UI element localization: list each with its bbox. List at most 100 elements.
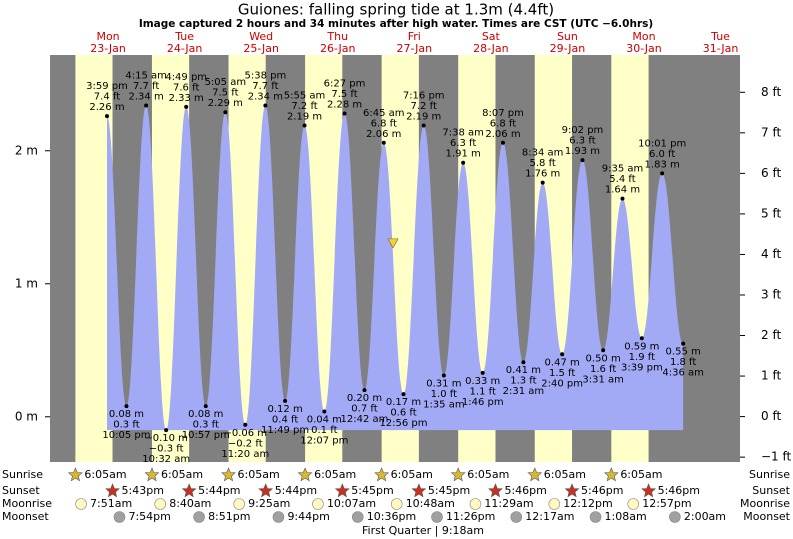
tide-label: 7.5 ft [212,88,238,99]
tide-label: 2:40 pm [541,378,583,389]
tide-label: 5:38 pm [245,71,287,82]
tide-label: 0.55 m [666,347,701,358]
tide-label: 6.3 ft [569,136,595,147]
event-time: 2:00am [684,510,726,523]
event-time: 5:45pm [428,484,470,497]
sun-icon [181,483,197,498]
event-time: 12:57pm [642,497,691,510]
tide-label: 3:59 pm [86,81,128,92]
sun-icon [105,483,120,498]
event-time: 10:36pm [367,510,416,523]
tide-label: 5:55 am [284,90,326,101]
tide-label: 4:49 pm [165,72,207,83]
day-label: Mon [632,30,655,43]
chart-subtitle: Image captured 2 hours and 34 minutes af… [139,18,653,30]
y2-tick-label: 7 ft [761,125,781,139]
tide-label: 0.3 ft [193,420,219,431]
sun-icon [297,467,313,482]
sun-icon [488,483,503,498]
event-time: 7:54pm [128,510,170,523]
sun-icon [641,483,657,498]
moon-icon [75,498,87,510]
tide-label: 6.0 ft [649,149,675,160]
tide-label: 7.7 ft [133,81,159,92]
tide-label: 0.59 m [624,341,659,352]
moon-icon [548,498,561,510]
tide-label: 0.31 m [426,379,461,390]
tide-label: 0.41 m [506,365,541,376]
y2-tick-label: 4 ft [761,247,781,261]
tide-label: 4:36 am [662,368,704,379]
tide-label: 4:15 am [125,71,167,82]
tide-point [521,360,526,365]
tide-point [540,180,545,185]
moon-icon [312,498,324,510]
tide-point [184,104,189,109]
tide-label: 7.2 ft [291,101,317,112]
tide-point [580,158,585,163]
tide-label: 10:32 am [142,454,190,465]
event-time: 6:05am [161,468,203,481]
date-label: 27-Jan [397,42,433,55]
sun-icon [603,467,619,482]
event-time: 5:43pm [122,484,164,497]
moon-icon [627,498,640,510]
sun-icon [564,483,580,498]
event-time: 1:08am [605,510,647,523]
tide-label: 1.8 ft [670,357,696,368]
day-label: Tue [174,30,194,43]
tide-label: 0.17 m [386,397,421,408]
sun-icon [221,467,236,482]
y-tick-label: 0 m [15,409,38,423]
tide-label: 11:49 pm [261,425,309,436]
moon-icon [390,498,403,510]
y2-tick-label: −1 ft [761,450,792,464]
event-time: 5:46pm [504,484,546,497]
tide-point [461,160,466,165]
tide-point [601,348,606,353]
sun-icon [258,483,274,498]
tide-area [106,105,684,431]
row-label: Moonset [2,510,49,523]
tide-label: 7.2 ft [411,101,437,112]
tide-point [681,341,686,346]
row-label: Sunrise [2,468,43,481]
tide-label: 8:34 am [522,148,564,159]
tide-label: 6:45 am [363,108,405,119]
tide-label: 5.8 ft [530,158,556,169]
tide-label: 3:31 am [582,374,624,385]
event-time: 6:05am [84,468,126,481]
sun-icon [144,467,160,482]
event-time: 6:05am [620,468,662,481]
tide-label: 2.33 m [169,93,204,104]
tide-label: 7:38 am [442,128,484,139]
y2-tick-label: 2 ft [761,328,781,342]
tide-label: 6:27 pm [324,79,366,90]
event-time: 5:44pm [275,484,317,497]
tide-point [660,171,665,176]
tide-label: −0.06 m [223,428,267,439]
moon-icon [193,511,205,523]
tide-point [104,114,109,119]
tide-label: 7.5 ft [331,89,357,100]
chart-title: Guiones: falling spring tide at 1.3m (4.… [238,1,554,19]
tide-label: 0.1 ft [311,425,337,436]
date-label: 23-Jan [90,42,126,55]
event-time: 6:05am [238,468,280,481]
tide-point [381,140,386,145]
tide-label: 2.29 m [208,98,243,109]
tide-label: 0.33 m [465,376,500,387]
tide-point [362,388,367,393]
tide-point [421,123,426,128]
tide-label: 1.6 ft [590,364,616,375]
tide-label: 10:05 pm [102,430,150,441]
y-tick-label: 1 m [15,276,38,290]
tide-label: 1.0 ft [431,389,457,400]
moon-icon [272,511,285,523]
tide-label: 0.08 m [109,409,144,420]
moon-icon [469,498,482,510]
moon-phase: First Quarter | 9:18am [362,524,484,537]
tide-point [560,352,565,357]
moon-icon [589,511,602,523]
tide-label: 2.19 m [287,111,322,122]
